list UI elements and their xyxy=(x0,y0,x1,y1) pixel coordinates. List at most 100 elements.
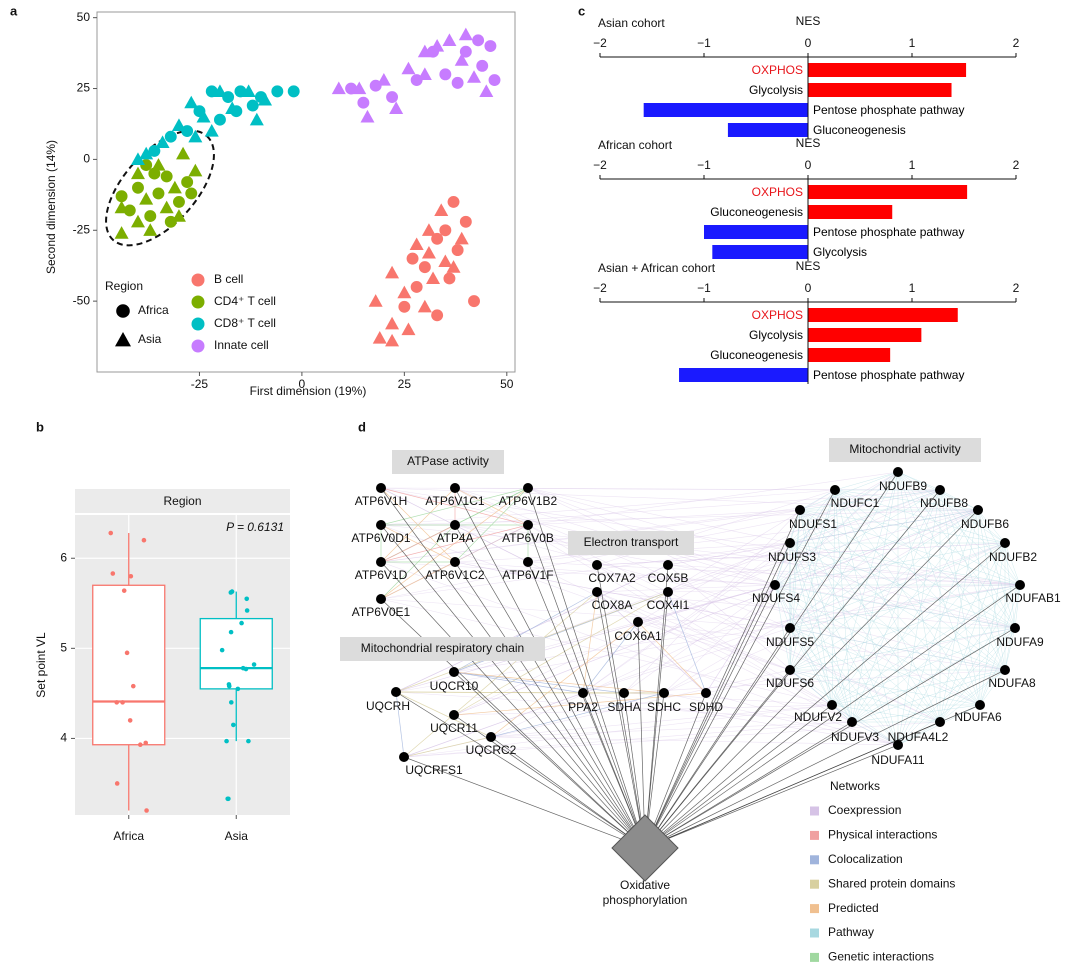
network-node xyxy=(376,557,386,567)
point xyxy=(246,99,259,112)
network-edge xyxy=(454,561,646,849)
network-edge xyxy=(774,542,1006,586)
bar-label: OXPHOS xyxy=(752,308,803,322)
x-tick-label: −2 xyxy=(593,36,607,50)
network-edge xyxy=(380,487,646,849)
network-node xyxy=(1000,665,1010,675)
network-edge xyxy=(831,489,836,706)
network-edge xyxy=(380,489,836,526)
bar-label: Pentose phosphate pathway xyxy=(813,368,964,382)
point xyxy=(243,666,249,672)
y-tick-label: 50 xyxy=(77,10,91,24)
legend-label: Pathway xyxy=(828,925,874,939)
point xyxy=(488,74,501,86)
network-edge xyxy=(851,704,981,723)
point xyxy=(114,200,129,214)
x-tick-label: 1 xyxy=(909,281,916,295)
x-tick-label: Asia xyxy=(225,829,249,843)
network-edge xyxy=(490,736,899,746)
bar-label: Gluconeogenesis xyxy=(710,205,803,219)
point xyxy=(143,740,149,746)
axis-title: NES xyxy=(796,259,821,273)
network-edge xyxy=(789,509,801,671)
node-label: COX5B xyxy=(648,571,689,585)
network-node xyxy=(935,717,945,727)
network-edge xyxy=(831,584,1021,706)
chart-title: Asian cohort xyxy=(598,16,665,30)
y-axis-label: Second dimension (14%) xyxy=(44,140,58,274)
node-label: NDUFA4L2 xyxy=(888,730,949,744)
point xyxy=(249,112,264,126)
legend-swatch xyxy=(810,855,819,865)
network-edge xyxy=(644,584,776,849)
network-edge xyxy=(453,489,941,716)
network-edge xyxy=(897,471,941,723)
legend-symbol xyxy=(115,332,131,347)
network-edge xyxy=(789,489,941,544)
point xyxy=(438,254,453,268)
point xyxy=(171,118,186,131)
point xyxy=(176,146,191,160)
panel-letter: d xyxy=(358,419,366,434)
network-edge xyxy=(380,524,456,563)
network-node xyxy=(830,485,840,495)
network-node xyxy=(973,505,983,515)
point xyxy=(451,76,464,89)
network-node xyxy=(1015,580,1025,590)
network-edge xyxy=(897,471,941,491)
network-edge xyxy=(582,542,791,694)
network-edge xyxy=(799,489,836,511)
x-tick-label: 1 xyxy=(909,36,916,50)
x-tick-label: −1 xyxy=(697,158,711,172)
box xyxy=(92,584,166,746)
group-label: Electron transport xyxy=(584,535,679,549)
network-edge xyxy=(939,489,1006,544)
point xyxy=(144,808,149,813)
network-edge xyxy=(789,627,899,746)
network-edge xyxy=(644,627,1016,849)
node-label: NDUFC1 xyxy=(831,496,880,510)
point xyxy=(442,33,457,46)
network-edge xyxy=(897,471,1006,671)
node-label: NDUFA9 xyxy=(996,635,1044,649)
legend-label: Asia xyxy=(138,332,162,346)
network-node xyxy=(935,485,945,495)
network-edge xyxy=(644,542,1006,849)
point xyxy=(385,265,400,279)
x-tick-label: −2 xyxy=(593,158,607,172)
network-edge xyxy=(789,542,941,723)
network-edge xyxy=(1004,542,1016,629)
point xyxy=(409,237,424,251)
node-label: NDUFB8 xyxy=(920,496,968,510)
x-tick-label: 0 xyxy=(299,377,306,391)
network-node xyxy=(975,700,985,710)
network-node xyxy=(523,557,533,567)
x-tick-label: 2 xyxy=(1013,36,1020,50)
network-edge xyxy=(799,509,899,746)
node-label: NDUFB2 xyxy=(989,550,1037,564)
network-edge xyxy=(789,542,1006,629)
bar-label: Pentose phosphate pathway xyxy=(813,103,964,117)
network-edge xyxy=(582,692,646,849)
network-edge xyxy=(490,721,853,738)
box xyxy=(199,617,273,690)
node-label: NDUFA11 xyxy=(871,753,924,767)
x-tick-label: 0 xyxy=(805,36,812,50)
network-edge xyxy=(380,561,646,849)
point xyxy=(228,590,234,595)
point xyxy=(451,244,464,257)
node-label: NDUFV3 xyxy=(831,730,879,744)
point xyxy=(228,629,234,635)
y-tick-label: 5 xyxy=(60,641,67,655)
point xyxy=(219,647,225,653)
bar-label: Glycolysis xyxy=(749,83,803,97)
group-box xyxy=(568,531,694,555)
bar xyxy=(808,308,958,322)
network-edge xyxy=(939,627,1016,723)
legend-swatch xyxy=(810,952,819,962)
network-edge xyxy=(774,584,899,746)
network-edge xyxy=(939,489,979,511)
network-node xyxy=(592,587,602,597)
point xyxy=(130,214,145,228)
legend-label: CD8⁺ T cell xyxy=(214,316,276,330)
